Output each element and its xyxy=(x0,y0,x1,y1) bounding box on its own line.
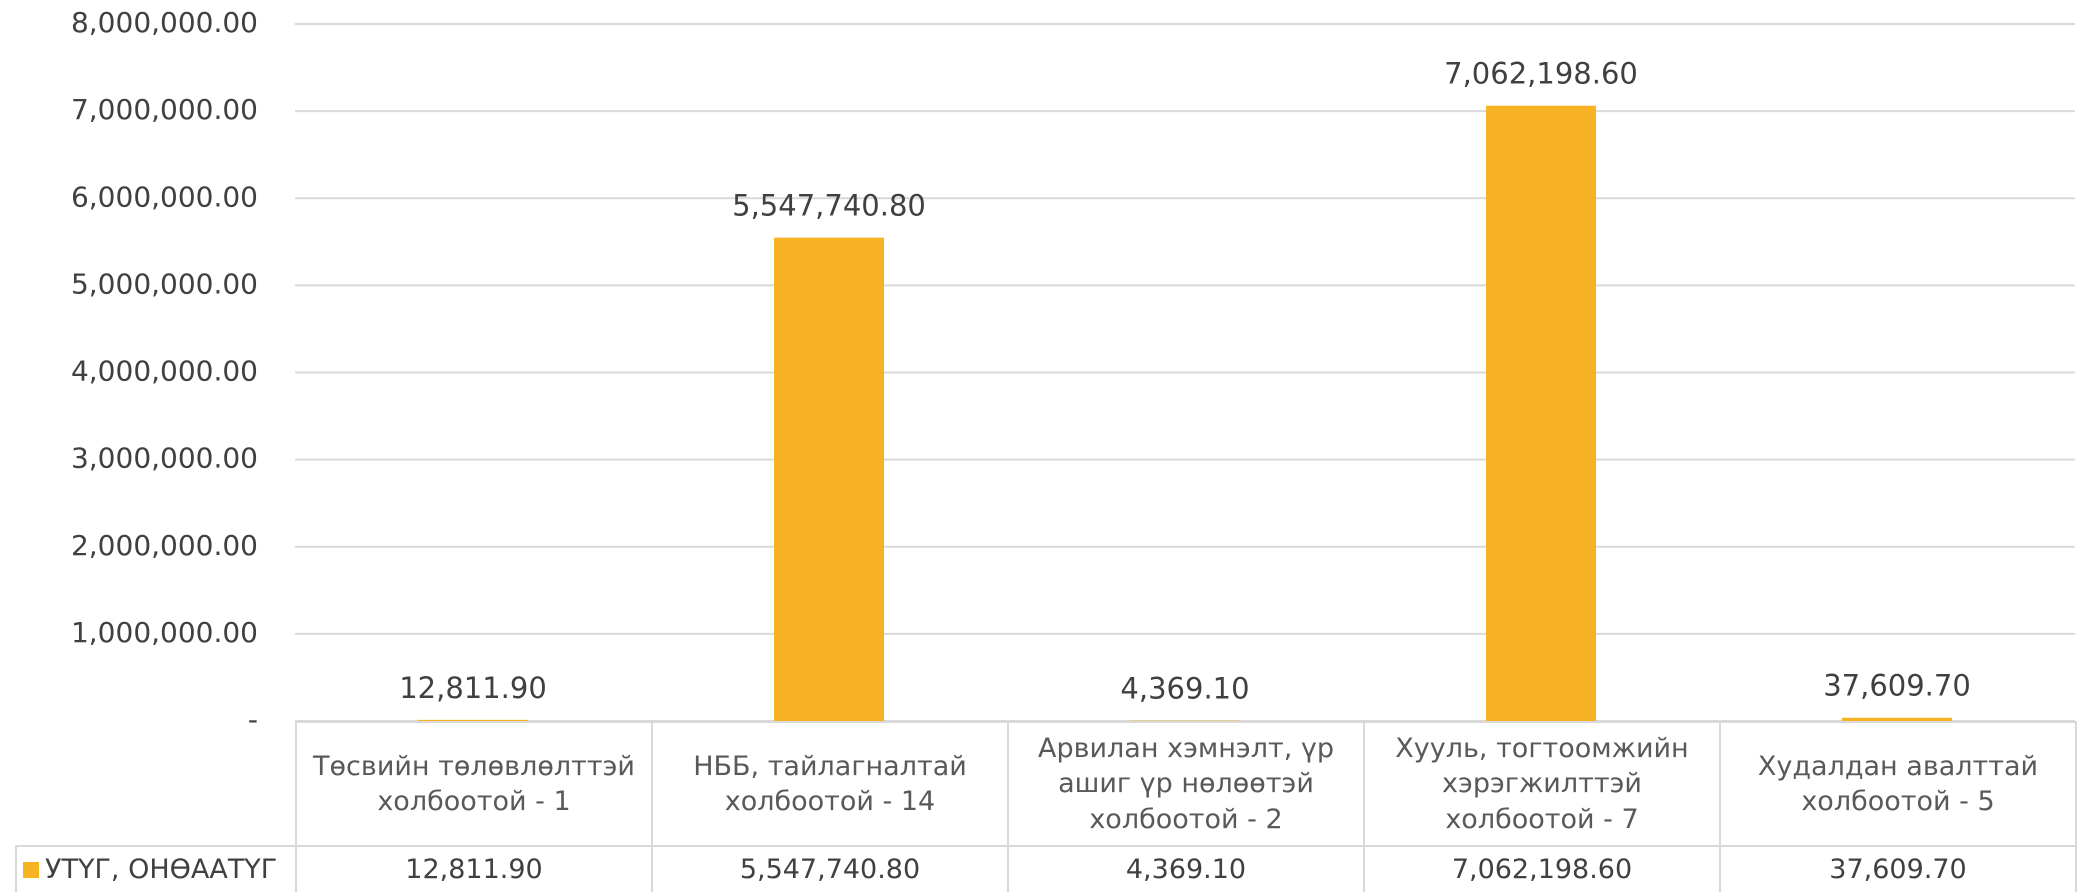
y-tick-label: 4,000,000.00 xyxy=(71,355,258,388)
legend-swatch xyxy=(23,861,39,878)
table-value: 7,062,198.60 xyxy=(1363,845,1721,892)
category-cell: Арвилан хэмнэлт, үр ашиг үр нөлөөтэй хол… xyxy=(1007,721,1365,847)
y-tick-label: 1,000,000.00 xyxy=(71,616,258,649)
table-value: 37,609.70 xyxy=(1719,845,2077,892)
data-label: 7,062,198.60 xyxy=(1444,57,1638,91)
legend-cell: УТҮГ, ОНӨААТҮГ xyxy=(15,845,297,892)
y-tick-label: - xyxy=(248,703,258,736)
legend-label: УТҮГ, ОНӨААТҮГ xyxy=(45,853,278,885)
data-label: 4,369.10 xyxy=(1120,672,1249,706)
y-tick-label: 3,000,000.00 xyxy=(71,442,258,475)
category-cell: Хууль, тогтоомжийн хэрэгжилттэй холбоото… xyxy=(1363,721,1721,847)
category-cell: НББ, тайлагналтай холбоотой - 14 xyxy=(651,721,1009,847)
y-tick-label: 8,000,000.00 xyxy=(71,6,258,39)
y-tick-label: 7,000,000.00 xyxy=(71,93,258,126)
category-cell: Худалдан авалттай холбоотой - 5 xyxy=(1719,721,2077,847)
data-label: 5,547,740.80 xyxy=(732,189,926,223)
y-tick-label: 6,000,000.00 xyxy=(71,180,258,213)
y-tick-label: 2,000,000.00 xyxy=(71,529,258,562)
bar xyxy=(1486,105,1596,722)
bar xyxy=(418,719,528,721)
bar xyxy=(1842,717,1952,721)
table-value: 5,547,740.80 xyxy=(651,845,1009,892)
data-label: 37,609.70 xyxy=(1823,669,1971,703)
category-cell: Төсвийн төлөвлөлттэй холбоотой - 1 xyxy=(295,721,653,847)
bar xyxy=(774,237,884,721)
y-tick-label: 5,000,000.00 xyxy=(71,267,258,300)
table-value: 4,369.10 xyxy=(1007,845,1365,892)
table-value: 12,811.90 xyxy=(295,845,653,892)
data-label: 12,811.90 xyxy=(399,671,547,705)
